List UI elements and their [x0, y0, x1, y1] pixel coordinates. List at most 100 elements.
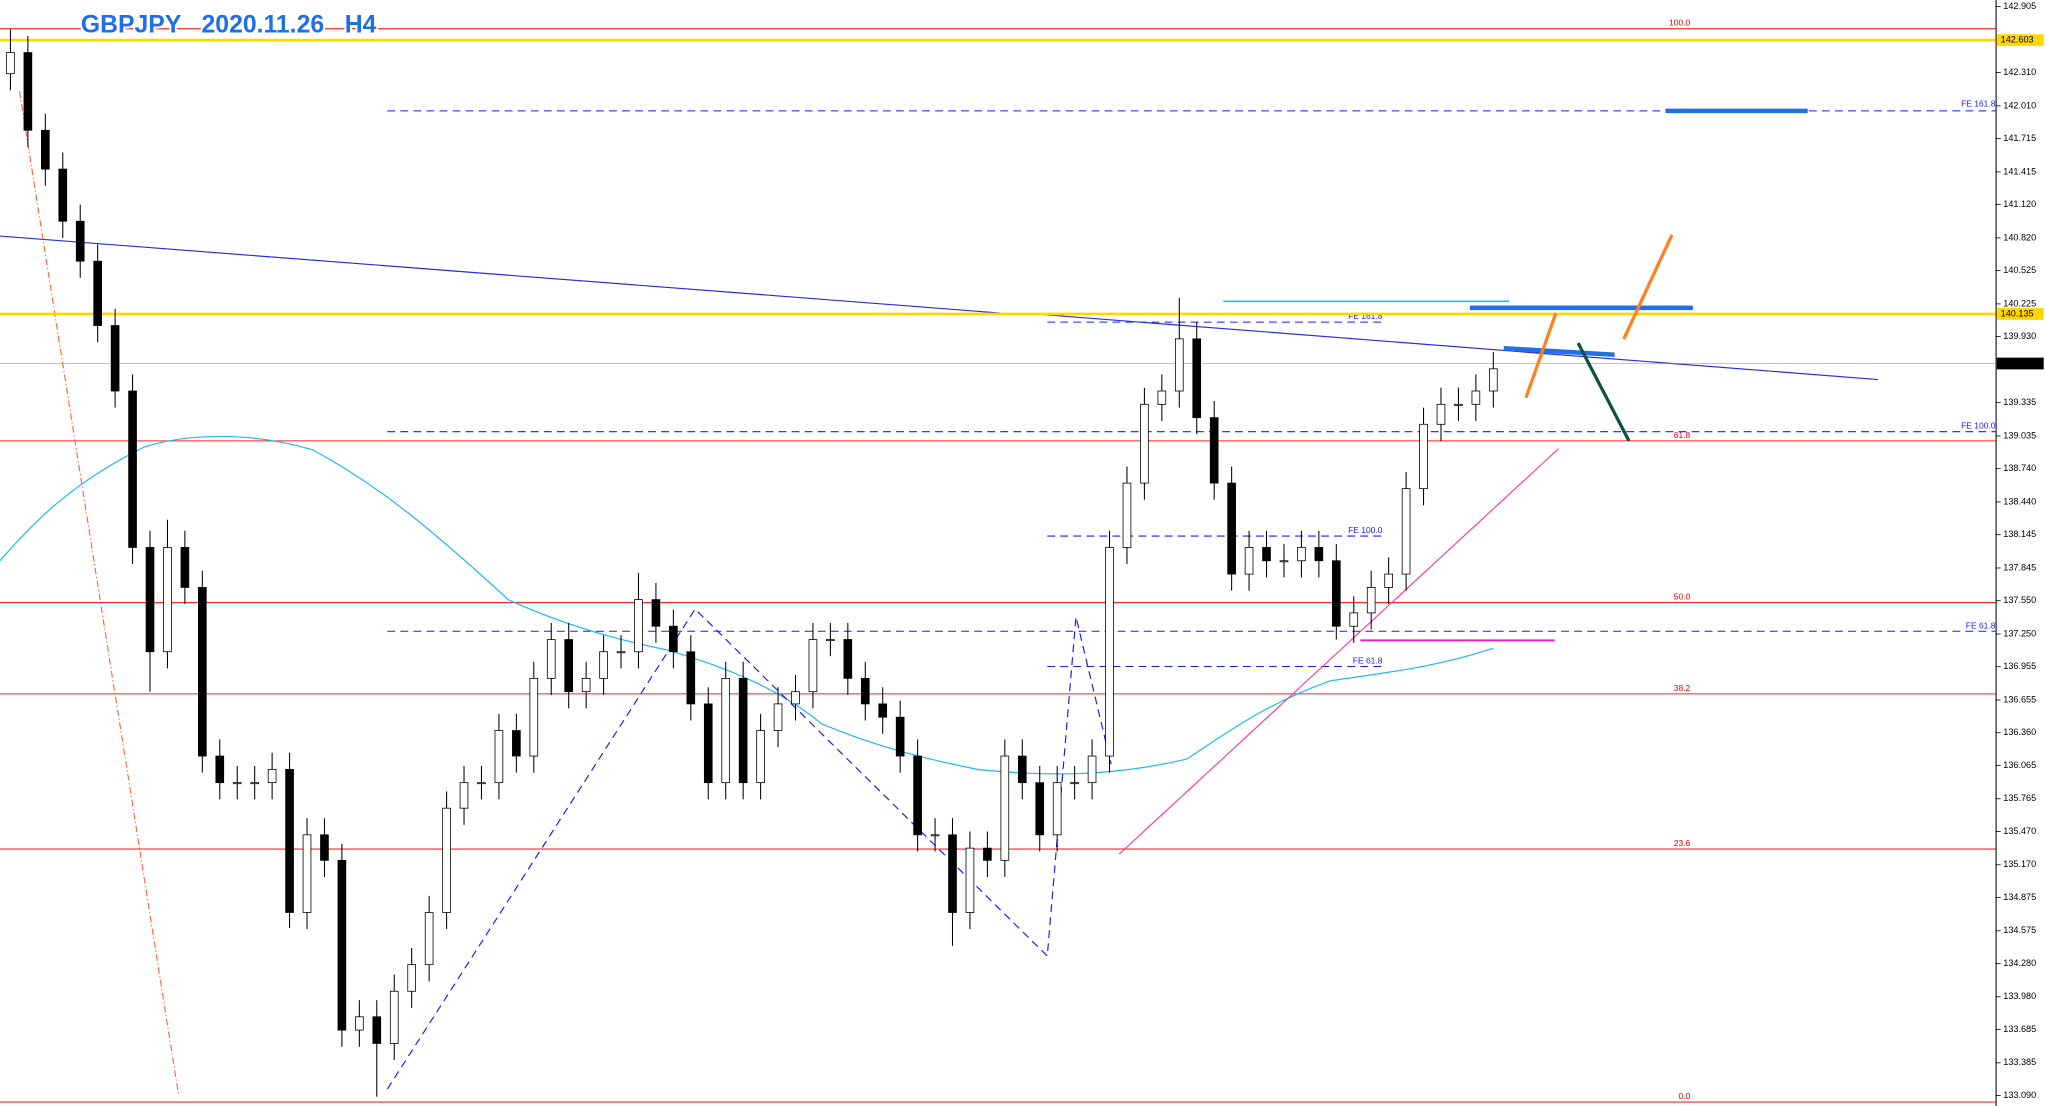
- y-tick-label: 141.715: [2003, 133, 2036, 143]
- price-axis: 142.905 142.310 142.010 141.715 141.415 141.1…: [1995, 0, 2045, 1106]
- chart-title: GBPJPY 2020.11.26 H4: [81, 12, 377, 39]
- y-tick-label: 134.280: [2003, 958, 2036, 968]
- scenario-arrow: [1576, 342, 1631, 442]
- candle-body: [1331, 560, 1341, 627]
- drawings-front: [1469, 108, 1808, 442]
- support-line: [1118, 448, 1559, 855]
- candle-body: [669, 625, 678, 653]
- candle-body: [215, 755, 225, 784]
- candle-body: [512, 730, 521, 757]
- y-tick-label: 138.440: [2003, 496, 2036, 506]
- fib-label: 0.0: [1678, 1091, 1690, 1101]
- candle-body: [320, 834, 329, 861]
- candle-body: [477, 782, 486, 785]
- zigzag: [386, 608, 1112, 1090]
- candle-body: [232, 782, 242, 785]
- candle-body: [738, 677, 748, 784]
- candle-body: [407, 964, 417, 992]
- candle-body: [1279, 560, 1289, 563]
- fib-label: 61.8: [1674, 430, 1691, 440]
- candle-body: [1471, 390, 1481, 405]
- y-tick-label: 133.385: [2003, 1057, 2036, 1067]
- candle-body: [1122, 482, 1132, 548]
- y-tick-label: 140.225: [2003, 298, 2036, 308]
- y-tick-label: 142.010: [2003, 100, 2036, 110]
- candle-body: [1192, 338, 1202, 419]
- candle-body: [75, 220, 85, 262]
- candle-body: [372, 1016, 382, 1044]
- y-tick-label: 137.845: [2003, 562, 2036, 572]
- candle-body: [494, 730, 504, 784]
- candle-body: [1035, 782, 1045, 836]
- candle-body: [1454, 403, 1463, 406]
- candle-body: [1157, 390, 1167, 405]
- candle-body: [1297, 547, 1306, 562]
- candle-body: [895, 716, 905, 757]
- candle-body: [773, 703, 783, 731]
- candle-body: [1017, 755, 1027, 784]
- candle-body: [1140, 403, 1149, 484]
- y-tick-label: 142.905: [2003, 1, 2036, 11]
- fib-label: 50.0: [1674, 592, 1691, 602]
- candle-body: [581, 677, 591, 693]
- candle-body: [913, 755, 922, 836]
- candle-body: [41, 129, 50, 170]
- scenario-arrow: [1524, 312, 1558, 399]
- y-tick-label: 136.065: [2003, 760, 2036, 770]
- y-tick-label: 137.250: [2003, 628, 2036, 638]
- candle-body: [1244, 547, 1254, 575]
- price-box: [1996, 34, 2044, 46]
- candle-body: [355, 1016, 364, 1031]
- candle-body: [860, 677, 870, 705]
- fe-lines: [387, 110, 1996, 667]
- candle-body: [1436, 403, 1446, 425]
- y-tick-label: 134.575: [2003, 925, 2036, 935]
- y-tick-label: 133.090: [2003, 1090, 2036, 1100]
- candle-body: [546, 639, 556, 679]
- price-box-label: 139.688: [2001, 358, 2034, 368]
- candle-body: [389, 990, 399, 1044]
- candle-body: [1366, 587, 1376, 614]
- target-level: [1503, 345, 1615, 358]
- trendline: [0, 235, 1001, 314]
- price-box: [1996, 308, 2044, 320]
- fib-label: 38.2: [1674, 683, 1691, 693]
- candle-body: [599, 651, 608, 679]
- y-tick-label: 138.145: [2003, 529, 2036, 539]
- candle-body: [756, 730, 765, 784]
- y-tick-label: 136.360: [2003, 727, 2036, 737]
- fe-label: FE 100.0: [1348, 525, 1383, 535]
- y-tick-label: 134.875: [2003, 892, 2036, 902]
- y-tick-label: 135.170: [2003, 859, 2036, 869]
- candle-body: [1052, 782, 1062, 836]
- candle-body: [198, 587, 207, 757]
- candle-body: [459, 782, 469, 809]
- axis-background: [1995, 0, 2045, 1106]
- y-tick-label: 141.120: [2003, 199, 2036, 209]
- candle-body: [965, 847, 975, 913]
- fe-label: FE 61.8: [1966, 620, 1996, 630]
- candle-body: [285, 768, 294, 913]
- candle-body: [1401, 488, 1411, 575]
- candle-body: [1070, 782, 1079, 785]
- candle-body: [1314, 547, 1324, 562]
- candle-body: [1227, 482, 1236, 575]
- y-tick-label: 139.035: [2003, 430, 2036, 440]
- candle-body: [1489, 368, 1498, 392]
- candle-body: [948, 834, 957, 913]
- y-tick-label: 138.740: [2003, 463, 2036, 473]
- candle-body: [180, 547, 190, 588]
- candle-body: [337, 859, 347, 1031]
- candle-body: [983, 847, 992, 861]
- scenario-arrow: [1622, 234, 1674, 340]
- candle-body: [163, 547, 172, 653]
- y-tick-label: 140.820: [2003, 232, 2036, 242]
- candle-body: [1174, 338, 1184, 392]
- fib-label: 100.0: [1669, 18, 1690, 28]
- candle-body: [1000, 755, 1010, 861]
- y-tick-label: 139.335: [2003, 397, 2036, 407]
- candle-body: [110, 325, 120, 392]
- price-box-label: 140.135: [2001, 308, 2034, 318]
